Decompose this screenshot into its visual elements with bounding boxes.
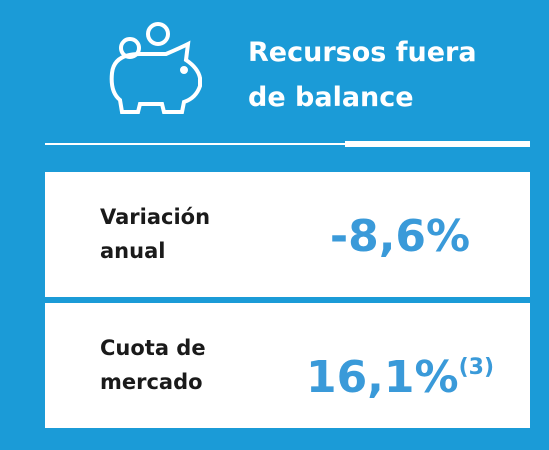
stat-box: Variación anual -8,6% [45, 172, 530, 297]
stat-value-wrap: 16,1%(3) [275, 333, 525, 413]
stat-value: -8,6% [329, 211, 471, 262]
divider [45, 143, 345, 145]
footnote-ref: (3) [458, 355, 495, 380]
stat-label: Cuota de mercado [100, 336, 206, 394]
piggy-icon [109, 22, 202, 114]
stat-label: Variación anual [100, 205, 211, 263]
title: Recursos fuera de balance [248, 37, 477, 113]
divider-accent [345, 141, 530, 147]
stat-box: Cuota de mercado 16,1%(3) [45, 303, 530, 428]
stat-value: 16,1% [305, 352, 459, 403]
